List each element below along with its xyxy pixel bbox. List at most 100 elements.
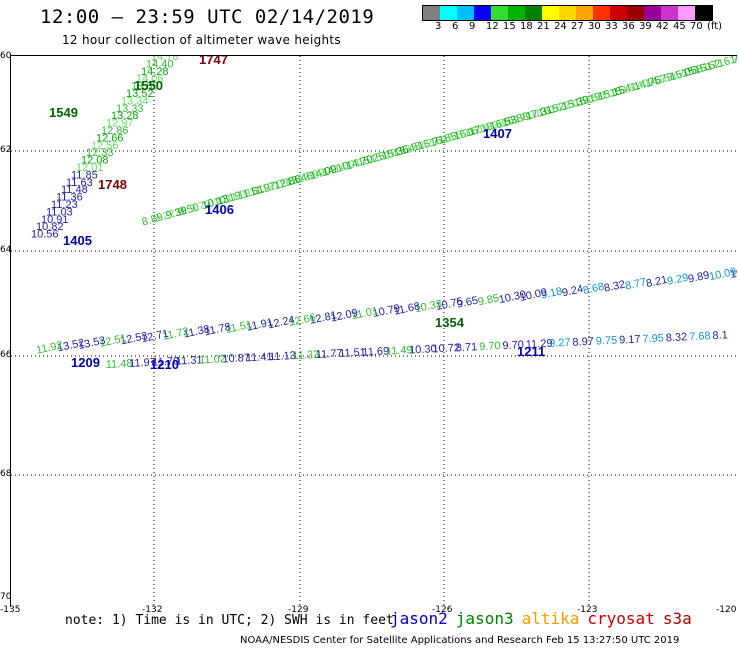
track-label-left: 11.23 <box>51 199 78 211</box>
color-scale-label: 45 <box>673 21 686 32</box>
track-label-middle: 9.89 <box>687 269 710 285</box>
track-label-middle: 11.78 <box>203 321 232 338</box>
altimeter-map: 14.7814.4014.2814.0613.8913.5213.3413.33… <box>11 56 737 607</box>
track-label-lower: 8.1 <box>712 329 728 342</box>
track-label-lower: 11.49 <box>386 344 413 357</box>
color-scale-label: 15 <box>503 21 516 32</box>
track-label-lower: 11.29 <box>526 338 553 351</box>
x-tick-123: -123 <box>577 605 598 615</box>
color-scale-label: 18 <box>520 21 533 32</box>
track-label-lower: 9.70 <box>479 340 501 353</box>
track-label-lower: 11.77 <box>316 348 343 361</box>
y-tick-70: 70 <box>0 592 12 602</box>
track-label-left: 10.91 <box>41 214 69 226</box>
pass-time-label: 1406 <box>205 202 234 217</box>
color-swatch <box>644 6 661 20</box>
track-label-left: 12.56 <box>91 140 119 152</box>
pass-time-label: 1405 <box>63 233 92 248</box>
x-tick-132: -132 <box>142 605 163 615</box>
color-swatch <box>542 6 559 20</box>
color-scale-label: 27 <box>571 21 584 32</box>
track-label-lower: 8.71 <box>456 341 478 354</box>
pass-time-label: 1748 <box>98 177 127 192</box>
track-label-middle: 10.09 <box>519 286 548 303</box>
track-label-upper: 9.39 <box>165 205 189 222</box>
x-tick-120: -120 <box>716 605 737 615</box>
page-subtitle: 12 hour collection of altimeter wave hei… <box>62 33 341 47</box>
y-tick-60: 60 <box>0 51 12 61</box>
color-swatch <box>661 6 678 20</box>
track-label-lower: 11.70 <box>152 355 179 368</box>
color-swatch <box>559 6 576 20</box>
track-label-upper: 16.7 <box>717 56 737 70</box>
pass-time-label: 1550 <box>134 78 163 93</box>
track-label-middle: 12.24 <box>266 314 295 331</box>
track-label-left: 12.66 <box>96 132 124 144</box>
pass-time-label: 1354 <box>435 315 465 330</box>
x-tick-126: -126 <box>432 605 453 615</box>
x-tick-135: -135 <box>0 605 21 615</box>
track-label-middle: 12.71 <box>140 328 169 345</box>
color-scale-label: 39 <box>639 21 652 32</box>
track-label-lower: 11.31 <box>176 354 203 367</box>
color-scale-label: 21 <box>537 21 550 32</box>
track-label-lower: 11.41 <box>246 351 273 364</box>
track-label-upper: 9.70 <box>189 198 213 215</box>
track-label-left: 14.40 <box>146 58 174 70</box>
track-label-middle: 8.32 <box>603 279 626 295</box>
color-scale-label: 36 <box>622 21 635 32</box>
color-scale-label: 12 <box>486 21 499 32</box>
track-label-lower: 11.51 <box>339 347 366 360</box>
track-label-lower: 10.30 <box>409 343 437 356</box>
page-title: 12:00 — 23:59 UTC 02/14/2019 <box>40 6 375 28</box>
track-label-left: 11.63 <box>66 177 93 189</box>
color-scale-label: 24 <box>554 21 567 32</box>
track-label-left: 13.33 <box>116 103 144 115</box>
track-label-upper: 8.89 <box>141 211 165 228</box>
track-label-left: 12.86 <box>101 125 129 137</box>
pass-time-label: 1209 <box>71 355 100 370</box>
color-scale-label: (ft) <box>707 21 723 32</box>
track-label-left: 11.03 <box>46 206 73 218</box>
track-label-middle: 9.24 <box>561 283 584 299</box>
color-scale-label: 33 <box>605 21 618 32</box>
y-tick-64: 64 <box>0 245 12 255</box>
track-label-middle: 10.09 <box>708 266 737 283</box>
track-label-left: 10.56 <box>31 229 59 241</box>
pass-time-label: 1210 <box>150 357 179 372</box>
track-label-left: 14.06 <box>136 73 164 85</box>
track-label-middle: 11.01 <box>351 305 380 322</box>
color-swatch <box>627 6 644 20</box>
track-label-left: 10.82 <box>36 221 64 233</box>
color-scale-label: 30 <box>588 21 601 32</box>
track-label-middle: 11.68 <box>393 300 422 317</box>
track-label-lower: 9.27 <box>549 337 571 350</box>
track-label-middle: 12.51 <box>98 332 127 349</box>
color-swatch <box>525 6 542 20</box>
track-label-middle: 11.38 <box>182 323 211 340</box>
color-scale-bar <box>422 5 713 21</box>
pass-time-label: 1549 <box>49 105 78 120</box>
track-label-upper: 9.22 <box>153 208 177 225</box>
track-label-middle: 13.52 <box>56 337 85 354</box>
track-label-left: 12.01 <box>76 162 104 174</box>
track-label-middle: 12.09 <box>330 307 359 324</box>
track-label-left: 11.85 <box>71 169 98 181</box>
track-label-middle: 8.21 <box>645 274 668 290</box>
track-label-lower: 9.17 <box>619 333 641 346</box>
track-label-lower: 10.72 <box>432 342 460 355</box>
track-label-lower: 10.87 <box>222 352 250 365</box>
track-label-lower: 11.69 <box>362 345 389 358</box>
track-label-middle: 10.33 <box>414 298 443 315</box>
track-label-lower: 8.97 <box>572 336 594 349</box>
legend-jason2: jason2 <box>390 609 448 628</box>
credit-line: NOAA/NESDIS Center for Satellite Applica… <box>240 635 680 646</box>
track-label-left: 13.52 <box>126 88 154 100</box>
track-label-left: 14.78 <box>151 56 179 63</box>
color-scale-label: 3 <box>435 21 442 32</box>
track-label-left: 12.33 <box>86 147 114 159</box>
track-label-middle: 10.75 <box>435 296 464 313</box>
y-tick-68: 68 <box>0 469 12 479</box>
track-label-upper: 9.50 <box>177 201 201 218</box>
track-label-middle: 9.85 <box>477 292 500 308</box>
